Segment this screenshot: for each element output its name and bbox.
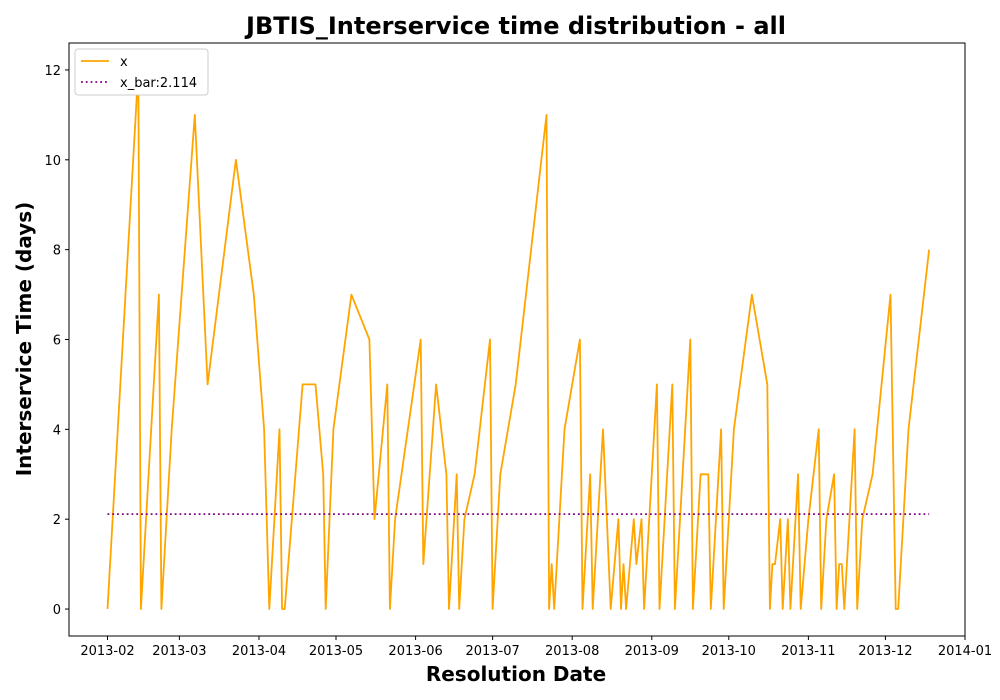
legend: x x_bar:2.114 xyxy=(74,48,209,96)
x-tick-label: 2013-06 xyxy=(388,644,442,659)
x-axis: 2013-02 2013-03 2013-04 2013-05 2013-06 2013-… xyxy=(80,636,992,659)
x-tick-label: 2013-10 xyxy=(702,644,756,659)
x-tick-label: 2013-02 xyxy=(80,644,134,659)
y-tick-label: 2 xyxy=(53,513,61,528)
legend-label: x_bar:2.114 xyxy=(120,76,197,91)
x-axis-label: Resolution Date xyxy=(426,662,606,686)
x-tick-label: 2013-07 xyxy=(465,644,519,659)
y-tick-label: 6 xyxy=(53,334,61,349)
x-tick-label: 2013-04 xyxy=(232,644,286,659)
y-axis: 0 2 4 6 8 10 12 xyxy=(44,64,69,618)
x-tick-label: 2013-12 xyxy=(858,644,912,659)
y-tick-label: 12 xyxy=(44,64,61,79)
x-tick-label: 2013-09 xyxy=(625,644,679,659)
x-tick-label: 2013-05 xyxy=(309,644,363,659)
x-tick-label: 2014-01 xyxy=(938,644,992,659)
chart-title: JBTIS_Interservice time distribution - a… xyxy=(244,12,786,40)
series-layer xyxy=(106,69,930,610)
y-axis-label: Interservice Time (days) xyxy=(12,202,36,477)
y-tick-label: 0 xyxy=(53,603,61,618)
x-tick-label: 2013-08 xyxy=(545,644,599,659)
y-tick-label: 4 xyxy=(53,423,61,438)
plot-area xyxy=(68,42,966,637)
y-tick-label: 10 xyxy=(44,154,61,169)
y-tick-label: 8 xyxy=(53,244,61,259)
x-tick-label: 2013-03 xyxy=(152,644,206,659)
x-tick-label: 2013-11 xyxy=(781,644,835,659)
plot-frame xyxy=(68,42,966,637)
series-line-x xyxy=(106,69,930,610)
legend-label: x xyxy=(120,55,128,70)
